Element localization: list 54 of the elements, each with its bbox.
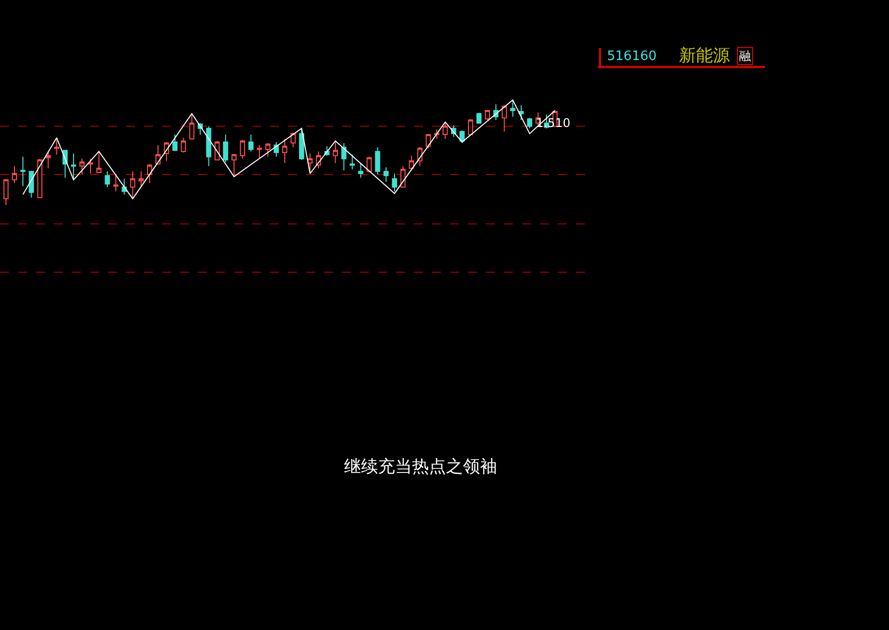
candlestick bbox=[180, 137, 186, 153]
candlestick bbox=[138, 170, 144, 188]
candlestick bbox=[96, 150, 102, 173]
candlestick bbox=[332, 140, 338, 164]
text: 继续充当热点之领袖 bbox=[344, 457, 497, 477]
candlestick bbox=[206, 126, 212, 167]
candlestick bbox=[12, 166, 18, 184]
candlestick bbox=[172, 134, 178, 151]
candlestick bbox=[375, 146, 380, 176]
candlestick bbox=[122, 178, 127, 195]
candlestick bbox=[468, 118, 474, 136]
candlestick bbox=[484, 110, 490, 120]
candlestick bbox=[384, 166, 389, 182]
candlestick bbox=[130, 170, 136, 200]
candlestick bbox=[265, 142, 270, 158]
candlestick bbox=[88, 158, 94, 174]
candlestick bbox=[79, 158, 85, 176]
text: 融 bbox=[739, 49, 751, 63]
candlestick bbox=[350, 154, 355, 170]
candlestick bbox=[502, 104, 507, 132]
candlestick bbox=[476, 112, 482, 124]
candlestick bbox=[290, 132, 296, 148]
text: 新能源 bbox=[679, 46, 730, 66]
candlestick bbox=[46, 150, 51, 169]
candlestick bbox=[510, 100, 516, 118]
text: 516160 bbox=[607, 49, 657, 64]
candlestick bbox=[426, 134, 431, 149]
candlestick bbox=[408, 155, 414, 171]
candlestick bbox=[434, 128, 440, 140]
candlestick bbox=[113, 174, 118, 192]
candlestick bbox=[527, 117, 532, 129]
candlestick bbox=[282, 138, 288, 164]
candlestick bbox=[341, 142, 346, 171]
candlestick bbox=[3, 179, 9, 206]
candlestick bbox=[20, 156, 26, 187]
candlestick bbox=[54, 137, 60, 156]
candlestick bbox=[392, 173, 398, 192]
candlestick bbox=[28, 170, 34, 198]
candlestick bbox=[358, 162, 364, 178]
candlestick bbox=[189, 113, 194, 140]
candlestick bbox=[518, 104, 524, 120]
candlestick bbox=[256, 144, 262, 160]
candlestick bbox=[147, 164, 152, 184]
candlestick bbox=[248, 134, 254, 152]
candlestick bbox=[37, 158, 42, 198]
candlestick bbox=[307, 153, 313, 174]
candlestick bbox=[442, 122, 448, 140]
candlestick bbox=[231, 154, 237, 178]
candlestick bbox=[366, 156, 372, 173]
candlestick bbox=[240, 139, 246, 160]
candlestick bbox=[104, 170, 110, 188]
candlestick bbox=[299, 128, 304, 160]
candlestick bbox=[223, 134, 228, 162]
candlestick bbox=[71, 153, 76, 180]
